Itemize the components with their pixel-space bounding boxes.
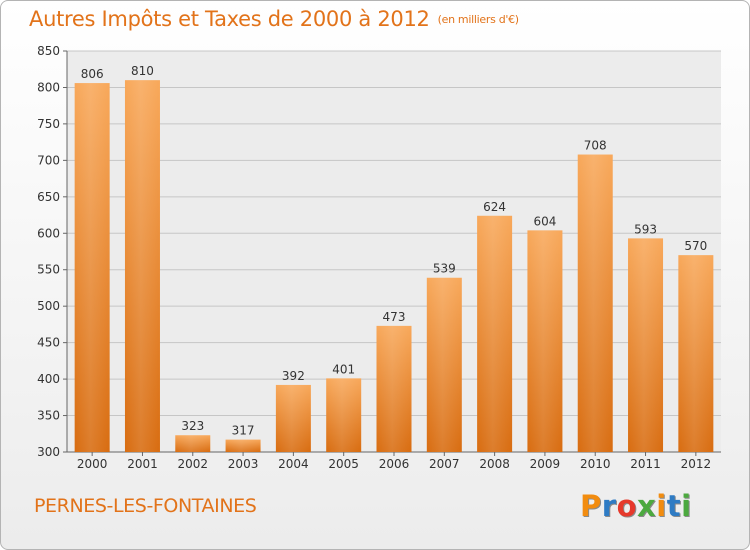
x-tick-label: 2004	[278, 457, 309, 471]
chart-title-text: Autres Impôts et Taxes de 2000 à 2012	[29, 7, 430, 31]
bar-highlight	[326, 378, 362, 452]
data-label: 317	[232, 424, 255, 438]
x-tick-label: 2005	[328, 457, 359, 471]
data-label: 810	[131, 64, 154, 78]
x-tick-label: 2008	[479, 457, 510, 471]
data-label: 401	[332, 362, 355, 376]
bar-highlight	[175, 435, 211, 452]
logo-letter: i	[656, 489, 667, 523]
logo-letter: t	[666, 489, 682, 523]
y-tick-label: 600	[37, 226, 60, 240]
chart-subtitle: (en milliers d'€)	[437, 13, 519, 26]
x-tick-label: 2006	[379, 457, 410, 471]
bar-highlight	[124, 80, 160, 452]
bar-highlight	[426, 277, 462, 452]
data-label: 806	[81, 67, 104, 81]
data-label: 392	[282, 369, 305, 383]
x-tick-label: 2002	[177, 457, 208, 471]
data-label: 539	[433, 262, 456, 276]
logo-letter: P	[580, 489, 602, 523]
y-tick-label: 350	[37, 409, 60, 423]
logo-letter: o	[616, 489, 638, 523]
x-tick-label: 2012	[681, 457, 712, 471]
x-tick-label: 2001	[127, 457, 158, 471]
chart-title: Autres Impôts et Taxes de 2000 à 2012 (en…	[29, 7, 519, 31]
y-tick-label: 750	[37, 117, 60, 131]
logo-letter: r	[601, 489, 617, 523]
bar-highlight	[527, 230, 563, 452]
proxiti-logo: Proxiti	[580, 489, 692, 523]
x-tick-label: 2000	[77, 457, 108, 471]
y-tick-label: 850	[37, 44, 60, 58]
data-label: 570	[684, 239, 707, 253]
x-tick-label: 2011	[630, 457, 661, 471]
x-tick-label: 2009	[530, 457, 561, 471]
data-label: 604	[533, 214, 556, 228]
x-tick-label: 2003	[228, 457, 259, 471]
data-label: 473	[383, 310, 406, 324]
data-label: 323	[181, 419, 204, 433]
x-tick-label: 2010	[580, 457, 611, 471]
y-tick-label: 300	[37, 445, 60, 459]
commune-name: PERNES-LES-FONTAINES	[34, 495, 257, 517]
bar-highlight	[678, 255, 714, 452]
data-label: 593	[634, 222, 657, 236]
logo-letter: i	[681, 489, 692, 523]
data-label: 708	[584, 139, 607, 153]
data-label: 624	[483, 200, 506, 214]
bar-highlight	[275, 384, 311, 452]
bar-highlight	[74, 83, 110, 452]
y-tick-label: 450	[37, 336, 60, 350]
y-tick-label: 400	[37, 372, 60, 386]
y-tick-label: 500	[37, 299, 60, 313]
y-tick-label: 550	[37, 263, 60, 277]
y-tick-label: 650	[37, 190, 60, 204]
logo-letter: x	[637, 489, 657, 523]
y-tick-label: 700	[37, 153, 60, 167]
bar-highlight	[577, 154, 613, 452]
bar-highlight	[376, 325, 412, 452]
bar-highlight	[477, 215, 513, 452]
bar-highlight	[225, 439, 261, 452]
bar-highlight	[628, 238, 664, 452]
x-tick-label: 2007	[429, 457, 460, 471]
y-tick-label: 800	[37, 80, 60, 94]
